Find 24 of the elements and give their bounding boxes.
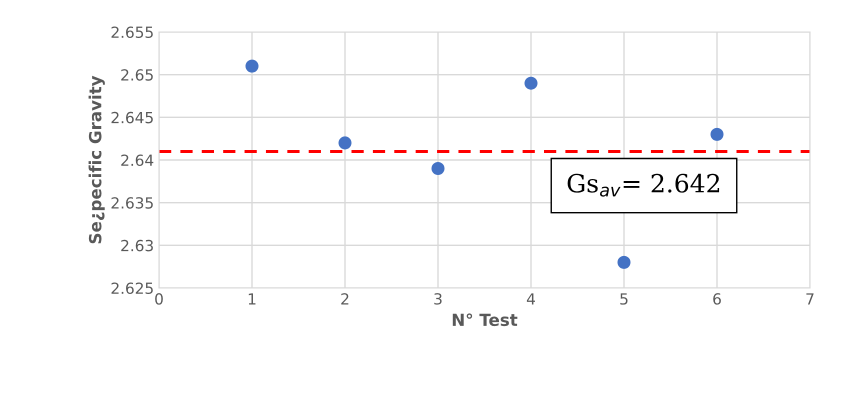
- point: [431, 162, 445, 176]
- point: [524, 76, 538, 90]
- x-tick-label: 5: [620, 293, 628, 305]
- x-tick-label: 6: [713, 293, 721, 305]
- point: [338, 136, 352, 150]
- y-tick-label: 2.64: [121, 154, 154, 166]
- y-tick-label: 2.65: [121, 69, 153, 81]
- point: [245, 60, 259, 73]
- y-tick-label: 2.655: [112, 26, 153, 38]
- x-axis-title: N° Test: [452, 313, 518, 326]
- y-tick-label: 2.645: [112, 112, 153, 124]
- x-tick-label: 3: [434, 293, 442, 305]
- x-tick-label: 7: [806, 293, 814, 304]
- point: [617, 256, 631, 269]
- annotation: Gs$_{av}$= 2.642: [568, 174, 720, 197]
- y-tick-label: 2.625: [112, 282, 153, 294]
- x-tick-label: 1: [248, 293, 256, 304]
- y-tick-label: 2.63: [121, 240, 153, 252]
- x-tick-label: 4: [526, 293, 536, 304]
- x-tick-label: 2: [341, 293, 348, 304]
- y-axis-title: Se¿pecific Gravity: [88, 76, 105, 244]
- y-tick-label: 2.635: [112, 197, 153, 209]
- x-tick-label: 0: [155, 293, 163, 305]
- point: [710, 128, 724, 141]
